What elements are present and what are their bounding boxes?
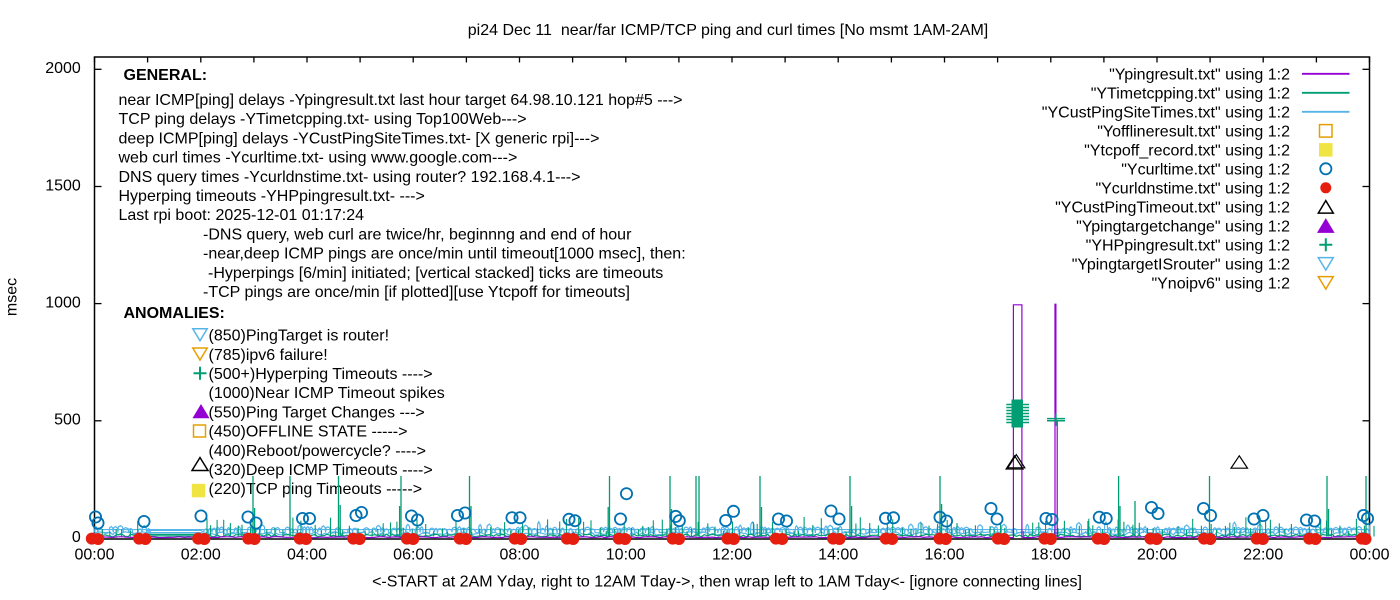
- svg-text:"YCustPingSiteTimes.txt" using: "YCustPingSiteTimes.txt" using 1:2: [1042, 104, 1290, 121]
- svg-text:"YHPpingresult.txt" using 1:2: "YHPpingresult.txt" using 1:2: [1086, 237, 1290, 254]
- svg-text:(1000)Near ICMP Timeout spikes: (1000)Near ICMP Timeout spikes: [209, 385, 445, 402]
- svg-text:16:00: 16:00: [924, 546, 964, 563]
- svg-text:-DNS query, web curl are twice: -DNS query, web curl are twice/hr, begin…: [203, 226, 632, 243]
- svg-text:"YTimetcpping.txt" using 1:2: "YTimetcpping.txt" using 1:2: [1091, 85, 1290, 102]
- svg-text:"Ycurltime.txt" using 1:2: "Ycurltime.txt" using 1:2: [1121, 161, 1290, 178]
- svg-text:-near,deep ICMP pings are once: -near,deep ICMP pings are once/min until…: [203, 246, 686, 263]
- svg-text:<-START at 2AM Yday, right to: <-START at 2AM Yday, right to 12AM Tday-…: [372, 574, 1082, 591]
- svg-text:deep ICMP[ping] delays -YCustP: deep ICMP[ping] delays -YCustPingSiteTim…: [119, 130, 600, 147]
- svg-text:(400)Reboot/powercycle? ---->: (400)Reboot/powercycle? ---->: [209, 443, 426, 460]
- svg-text:20:00: 20:00: [1137, 546, 1177, 563]
- svg-text:Last rpi boot: 2025-12-01 01:1: Last rpi boot: 2025-12-01 01:17:24: [119, 207, 365, 224]
- svg-text:msec: msec: [4, 278, 21, 316]
- svg-text:Hyperping timeouts -YHPpingres: Hyperping timeouts -YHPpingresult.txt- -…: [119, 188, 425, 205]
- svg-text:500: 500: [54, 412, 81, 429]
- svg-text:"Ytcpoff_record.txt" using 1:2: "Ytcpoff_record.txt" using 1:2: [1084, 142, 1290, 159]
- svg-text:22:00: 22:00: [1243, 546, 1283, 563]
- svg-text:1000: 1000: [45, 295, 81, 312]
- svg-text:0: 0: [72, 529, 81, 546]
- svg-text:(450)OFFLINE STATE ----->: (450)OFFLINE STATE ----->: [209, 424, 408, 441]
- svg-text:06:00: 06:00: [393, 546, 433, 563]
- svg-text:18:00: 18:00: [1031, 546, 1071, 563]
- svg-text:ANOMALIES:: ANOMALIES:: [124, 305, 225, 322]
- svg-text:-Hyperpings [6/min] initiated;: -Hyperpings [6/min] initiated; [vertical…: [208, 265, 663, 282]
- svg-text:web curl times -Ycurltime.txt-: web curl times -Ycurltime.txt- using www…: [118, 150, 518, 167]
- svg-text:TCP ping delays -YTimetcpping.: TCP ping delays -YTimetcpping.txt- using…: [119, 111, 527, 128]
- svg-text:(550)Ping Target Changes --->: (550)Ping Target Changes --->: [209, 404, 425, 421]
- svg-text:(320)Deep ICMP Timeouts ---->: (320)Deep ICMP Timeouts ---->: [209, 462, 433, 479]
- svg-text:"YCustPingTimeout.txt" using 1: "YCustPingTimeout.txt" using 1:2: [1055, 199, 1290, 216]
- svg-text:08:00: 08:00: [499, 546, 539, 563]
- svg-text:"Ypingresult.txt" using 1:2: "Ypingresult.txt" using 1:2: [1109, 66, 1290, 83]
- svg-text:GENERAL:: GENERAL:: [124, 67, 208, 84]
- svg-text:near ICMP[ping] delays -Ypingr: near ICMP[ping] delays -Ypingresult.txt …: [119, 92, 683, 109]
- svg-text:1500: 1500: [45, 177, 81, 194]
- svg-text:pi24 Dec 11 near/far ICMP/TCP: pi24 Dec 11 near/far ICMP/TCP ping and c…: [468, 22, 988, 39]
- svg-text:"YpingtargetISrouter" using 1:: "YpingtargetISrouter" using 1:2: [1072, 256, 1290, 273]
- svg-text:(220)TCP ping Timeouts ----->: (220)TCP ping Timeouts ----->: [209, 481, 423, 498]
- svg-text:00:00: 00:00: [74, 546, 114, 563]
- svg-text:00:00: 00:00: [1349, 546, 1389, 563]
- svg-text:"Ycurldnstime.txt" using 1:2: "Ycurldnstime.txt" using 1:2: [1095, 180, 1290, 197]
- svg-text:14:00: 14:00: [818, 546, 858, 563]
- svg-text:DNS query times -Ycurldnstime.: DNS query times -Ycurldnstime.txt- using…: [119, 169, 581, 186]
- svg-text:"Ynoipv6" using 1:2: "Ynoipv6" using 1:2: [1151, 275, 1290, 292]
- svg-text:10:00: 10:00: [606, 546, 646, 563]
- svg-text:-TCP pings are once/min [if pl: -TCP pings are once/min [if plotted][use…: [203, 284, 630, 301]
- svg-text:"Yofflineresult.txt" using 1:2: "Yofflineresult.txt" using 1:2: [1097, 123, 1290, 140]
- svg-text:(785)ipv6 failure!: (785)ipv6 failure!: [209, 347, 328, 364]
- svg-text:"Ypingtargetchange" using 1:2: "Ypingtargetchange" using 1:2: [1076, 218, 1290, 235]
- svg-text:2000: 2000: [45, 60, 81, 77]
- svg-text:04:00: 04:00: [287, 546, 327, 563]
- svg-text:02:00: 02:00: [181, 546, 221, 563]
- svg-text:(500+)Hyperping Timeouts ---->: (500+)Hyperping Timeouts ---->: [209, 366, 433, 383]
- svg-text:12:00: 12:00: [712, 546, 752, 563]
- svg-text:(850)PingTarget is router!: (850)PingTarget is router!: [209, 328, 390, 345]
